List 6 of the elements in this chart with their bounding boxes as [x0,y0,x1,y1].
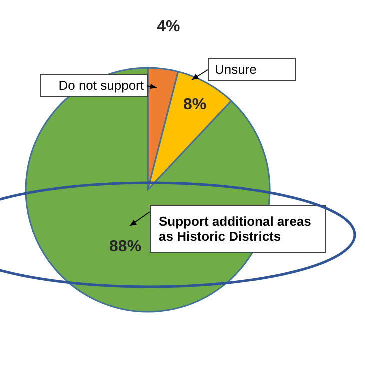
data-label: 4% [157,18,180,36]
slice-label: Unsure [208,58,296,81]
slice-label: Support additional areas as Historic Districts [150,205,326,253]
data-label: 88% [110,238,142,256]
data-label: 8% [183,96,207,114]
slice-label: Do not support [40,74,148,97]
